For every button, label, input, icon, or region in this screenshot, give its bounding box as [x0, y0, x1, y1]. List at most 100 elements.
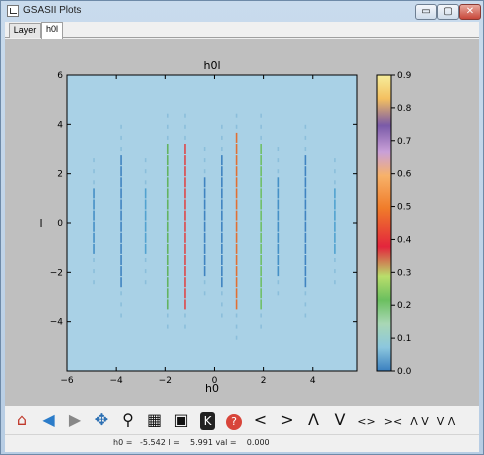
- subplots-button[interactable]: ▦: [144, 409, 166, 431]
- peak-mark: [184, 255, 186, 265]
- tab-layer[interactable]: Layer: [9, 23, 41, 38]
- peak-mark: [304, 124, 307, 129]
- peak-mark: [144, 210, 147, 221]
- y-tick-label: 6: [57, 71, 63, 81]
- peak-mark: [221, 266, 223, 277]
- peak-mark: [120, 177, 122, 188]
- peak-mark: [334, 232, 336, 243]
- peak-mark: [93, 199, 95, 210]
- x-tick-label: 2: [261, 376, 267, 386]
- peak-mark: [277, 255, 280, 265]
- peak-mark: [334, 258, 336, 262]
- minimize-button[interactable]: ▭: [415, 4, 437, 20]
- peak-mark: [235, 324, 238, 329]
- peak-mark: [304, 135, 307, 140]
- peak-mark: [221, 291, 223, 296]
- plot-area[interactable]: [66, 74, 358, 372]
- peak-mark: [260, 221, 262, 232]
- shrink-v-button[interactable]: V Λ: [435, 409, 457, 431]
- peak-mark: [277, 147, 280, 151]
- tab-h0l[interactable]: h0l: [41, 22, 63, 39]
- y-tick-label: 4: [57, 120, 63, 130]
- expand-v-button[interactable]: Λ V: [409, 409, 431, 431]
- peak-mark: [144, 243, 147, 254]
- y-tick-label: −4: [50, 318, 64, 328]
- pan-button[interactable]: ✥: [91, 409, 113, 431]
- peak-mark: [304, 243, 307, 254]
- title-bar[interactable]: GSASII Plots ▭ ▢ ✕: [1, 1, 483, 21]
- peak-mark: [277, 232, 280, 243]
- peak-mark: [166, 113, 169, 118]
- peak-mark: [166, 313, 169, 318]
- shrink-h-button[interactable]: ><: [382, 409, 404, 431]
- peak-mark: [304, 155, 307, 166]
- peak-mark: [144, 232, 147, 243]
- peak-mark: [203, 280, 206, 285]
- peak-mark: [166, 144, 169, 154]
- colorbar-ticks: 0.9 0.8 0.7 0.6 0.5 0.4 0.3 0.2 0.1 0.0: [391, 71, 412, 377]
- peak-mark: [184, 232, 186, 243]
- peak-mark: [334, 269, 336, 274]
- peak-mark: [221, 155, 223, 166]
- peak-mark: [260, 277, 262, 288]
- peak-mark: [304, 302, 307, 307]
- peak-mark: [304, 255, 307, 265]
- peak-mark: [120, 124, 122, 129]
- tab-bar: Layer h0l: [5, 22, 479, 39]
- save-button[interactable]: ▣: [170, 409, 192, 431]
- peak-mark: [334, 280, 336, 285]
- peak-mark: [235, 188, 238, 199]
- zoom-button[interactable]: ⚲: [117, 409, 139, 431]
- x-axis-label: h0: [205, 382, 219, 395]
- peak-mark: [120, 166, 122, 177]
- peak-mark: [93, 158, 95, 163]
- peak-mark: [166, 255, 169, 265]
- y-axis-label: l: [39, 217, 42, 230]
- peak-mark: [184, 166, 186, 177]
- peak-mark: [235, 124, 238, 129]
- peak-mark: [277, 210, 280, 221]
- peak-mark: [203, 291, 206, 296]
- peak-mark: [260, 324, 262, 329]
- peak-mark: [277, 158, 280, 163]
- peak-mark: [334, 221, 336, 232]
- right-button[interactable]: >: [276, 409, 298, 431]
- k-button[interactable]: K: [197, 409, 219, 431]
- back-button[interactable]: ◀: [38, 409, 60, 431]
- peak-mark: [203, 188, 206, 199]
- help-button[interactable]: ?: [223, 409, 245, 431]
- forward-button[interactable]: ▶: [64, 409, 86, 431]
- expand-h-button[interactable]: <>: [356, 409, 378, 431]
- plot-svg[interactable]: h0l h0 l −6 −4 −2 0 2 4 6 4 2 0 −2 −4 0.9 0.8 0.7 0.6…: [5, 39, 479, 406]
- y-ticks: 6 4 2 0 −2 −4: [50, 71, 357, 328]
- peak-mark: [260, 144, 262, 154]
- maximize-button[interactable]: ▢: [437, 4, 459, 20]
- peak-mark: [120, 232, 122, 243]
- peak-mark: [120, 243, 122, 254]
- peak-mark: [277, 280, 280, 285]
- peak-mark: [221, 221, 223, 232]
- k-icon: K: [199, 412, 216, 430]
- peak-mark: [144, 158, 147, 163]
- left-button[interactable]: <: [250, 409, 272, 431]
- peak-mark: [221, 302, 223, 307]
- peak-mark: [144, 258, 147, 262]
- peak-mark: [93, 188, 95, 199]
- up-button[interactable]: Λ: [303, 409, 325, 431]
- peak-mark: [93, 210, 95, 221]
- home-button[interactable]: ⌂: [11, 409, 33, 431]
- peak-mark: [334, 169, 336, 174]
- peak-mark: [235, 255, 238, 265]
- plot-figure[interactable]: h0l h0 l −6 −4 −2 0 2 4 6 4 2 0 −2 −4 0.9 0.8 0.7 0.6…: [5, 39, 479, 423]
- peak-mark: [166, 266, 169, 277]
- close-button[interactable]: ✕: [459, 4, 481, 20]
- peak-mark: [304, 210, 307, 221]
- peak-mark: [260, 313, 262, 318]
- peak-mark: [120, 313, 122, 318]
- peak-mark: [260, 177, 262, 188]
- peak-mark: [184, 277, 186, 288]
- down-button[interactable]: V: [329, 409, 351, 431]
- arrow-left-icon: ◀: [42, 410, 55, 429]
- peak-mark: [277, 221, 280, 232]
- peak-mark: [203, 177, 206, 188]
